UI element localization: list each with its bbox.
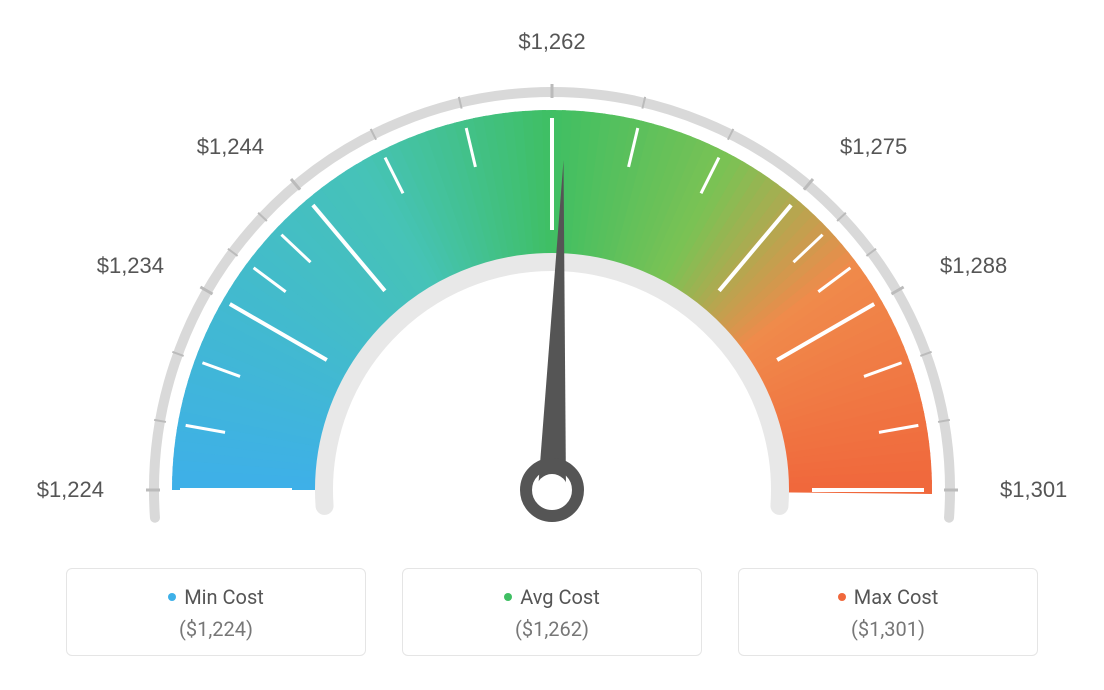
legend-label-avg: Avg Cost: [504, 585, 600, 609]
legend-card-avg: Avg Cost ($1,262): [402, 568, 702, 656]
legend-card-min: Min Cost ($1,224): [66, 568, 366, 656]
dot-icon: [838, 593, 846, 601]
svg-text:$1,224: $1,224: [37, 477, 104, 502]
svg-text:$1,275: $1,275: [840, 134, 907, 159]
gauge-svg: $1,224 $1,234 $1,244 $1,262 $1,275 $1,288 $1,3…: [22, 20, 1082, 540]
legend-min-value: ($1,224): [67, 617, 365, 641]
svg-text:$1,234: $1,234: [97, 253, 164, 278]
svg-text:$1,301: $1,301: [1000, 477, 1067, 502]
legend-label-min: Min Cost: [168, 585, 264, 609]
legend-max-label-text: Max Cost: [854, 585, 939, 609]
gauge-chart: $1,224 $1,234 $1,244 $1,262 $1,275 $1,288 $1,3…: [20, 20, 1084, 540]
legend-avg-value: ($1,262): [403, 617, 701, 641]
dot-icon: [504, 593, 512, 601]
svg-text:$1,262: $1,262: [518, 29, 585, 54]
legend-card-max: Max Cost ($1,301): [738, 568, 1038, 656]
dot-icon: [168, 593, 176, 601]
svg-text:$1,244: $1,244: [197, 134, 264, 159]
legend-max-value: ($1,301): [739, 617, 1037, 641]
legend-label-max: Max Cost: [838, 585, 939, 609]
svg-text:$1,288: $1,288: [940, 253, 1007, 278]
legend-avg-label-text: Avg Cost: [520, 585, 600, 609]
legend-min-label-text: Min Cost: [184, 585, 264, 609]
legend-row: Min Cost ($1,224) Avg Cost ($1,262) Max …: [20, 568, 1084, 656]
